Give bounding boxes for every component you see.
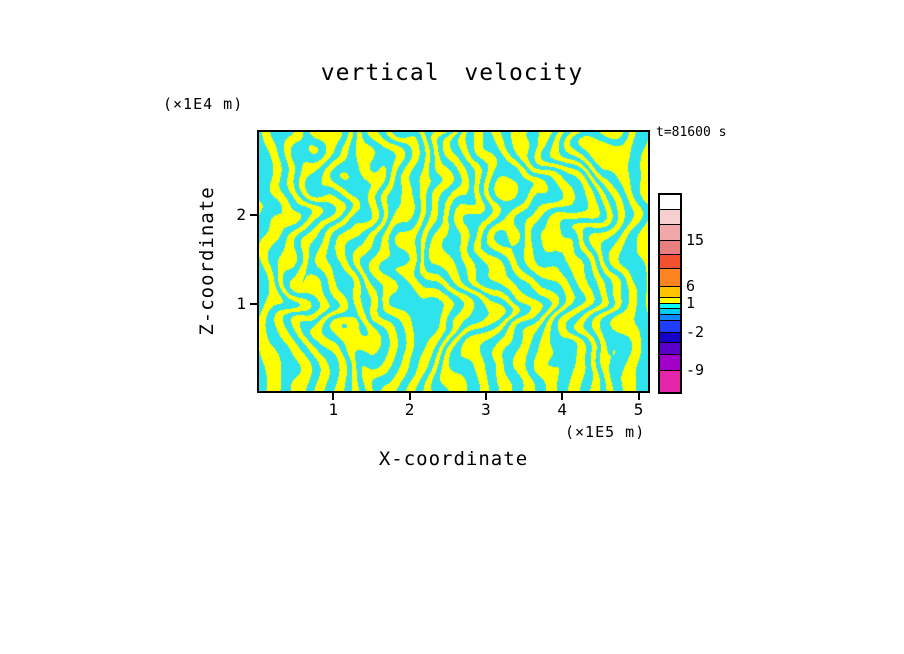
colorbar-segment [660, 297, 680, 303]
colorbar-segment [660, 195, 680, 209]
colorbar-tick-label: 6 [686, 277, 696, 295]
colorbar-segment [660, 320, 680, 332]
colorbar-tick-label: 1 [686, 294, 696, 312]
colorbar-segment [660, 240, 680, 254]
colorbar-segment [660, 286, 680, 297]
colorbar [658, 193, 682, 394]
x-tick-label: 4 [557, 400, 568, 419]
colorbar-segment [660, 268, 680, 286]
colorbar-segment [660, 209, 680, 224]
x-tick-label: 1 [328, 400, 339, 419]
velocity-field-canvas [259, 132, 648, 391]
colorbar-segment [660, 354, 680, 370]
x-axis-unit-label: (×1E5 m) [565, 423, 646, 441]
x-tick-mark [637, 393, 640, 400]
time-annotation: t=81600 s [656, 125, 727, 140]
colorbar-tick-label: -2 [686, 323, 705, 341]
colorbar-segment [660, 314, 680, 320]
colorbar-segment [660, 303, 680, 308]
z-axis-unit-label: (×1E4 m) [163, 95, 244, 113]
colorbar-segment [660, 254, 680, 268]
z-tick-label: 1 [236, 293, 246, 313]
plot-area [257, 130, 650, 393]
colorbar-tick-label: 15 [686, 231, 705, 249]
chart-title: vertical velocity [320, 60, 584, 86]
x-tick-mark [484, 393, 487, 400]
x-tick-label: 3 [481, 400, 491, 419]
z-tick-mark [250, 213, 257, 216]
colorbar-segment [660, 332, 680, 342]
x-tick-mark [332, 393, 335, 400]
x-tick-label: 2 [404, 400, 415, 419]
colorbar-tick-label: -9 [686, 361, 705, 379]
colorbar-segment [660, 342, 680, 354]
z-axis-title: Z-coordinate [196, 186, 218, 336]
x-tick-label: 5 [633, 400, 644, 419]
colorbar-segment [660, 224, 680, 240]
x-tick-mark [561, 393, 564, 400]
x-axis-title: X-coordinate [378, 448, 529, 470]
z-tick-label: 2 [236, 204, 246, 224]
colorbar-segment [660, 308, 680, 314]
z-tick-mark [250, 302, 257, 305]
x-tick-mark [408, 393, 411, 400]
colorbar-segment [660, 370, 680, 392]
